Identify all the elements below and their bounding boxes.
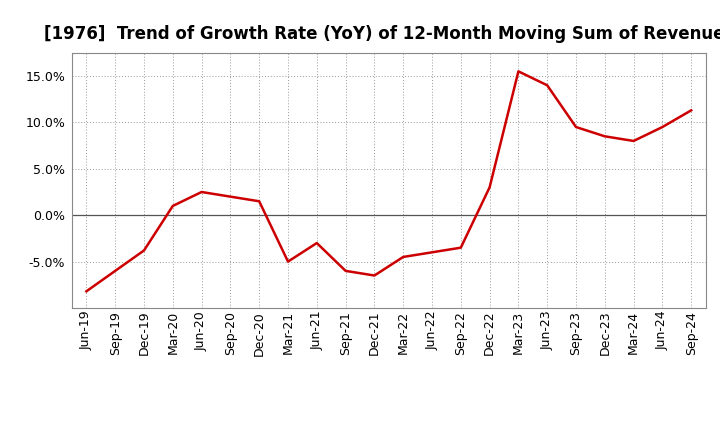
Title: [1976]  Trend of Growth Rate (YoY) of 12-Month Moving Sum of Revenues: [1976] Trend of Growth Rate (YoY) of 12-…: [44, 25, 720, 43]
